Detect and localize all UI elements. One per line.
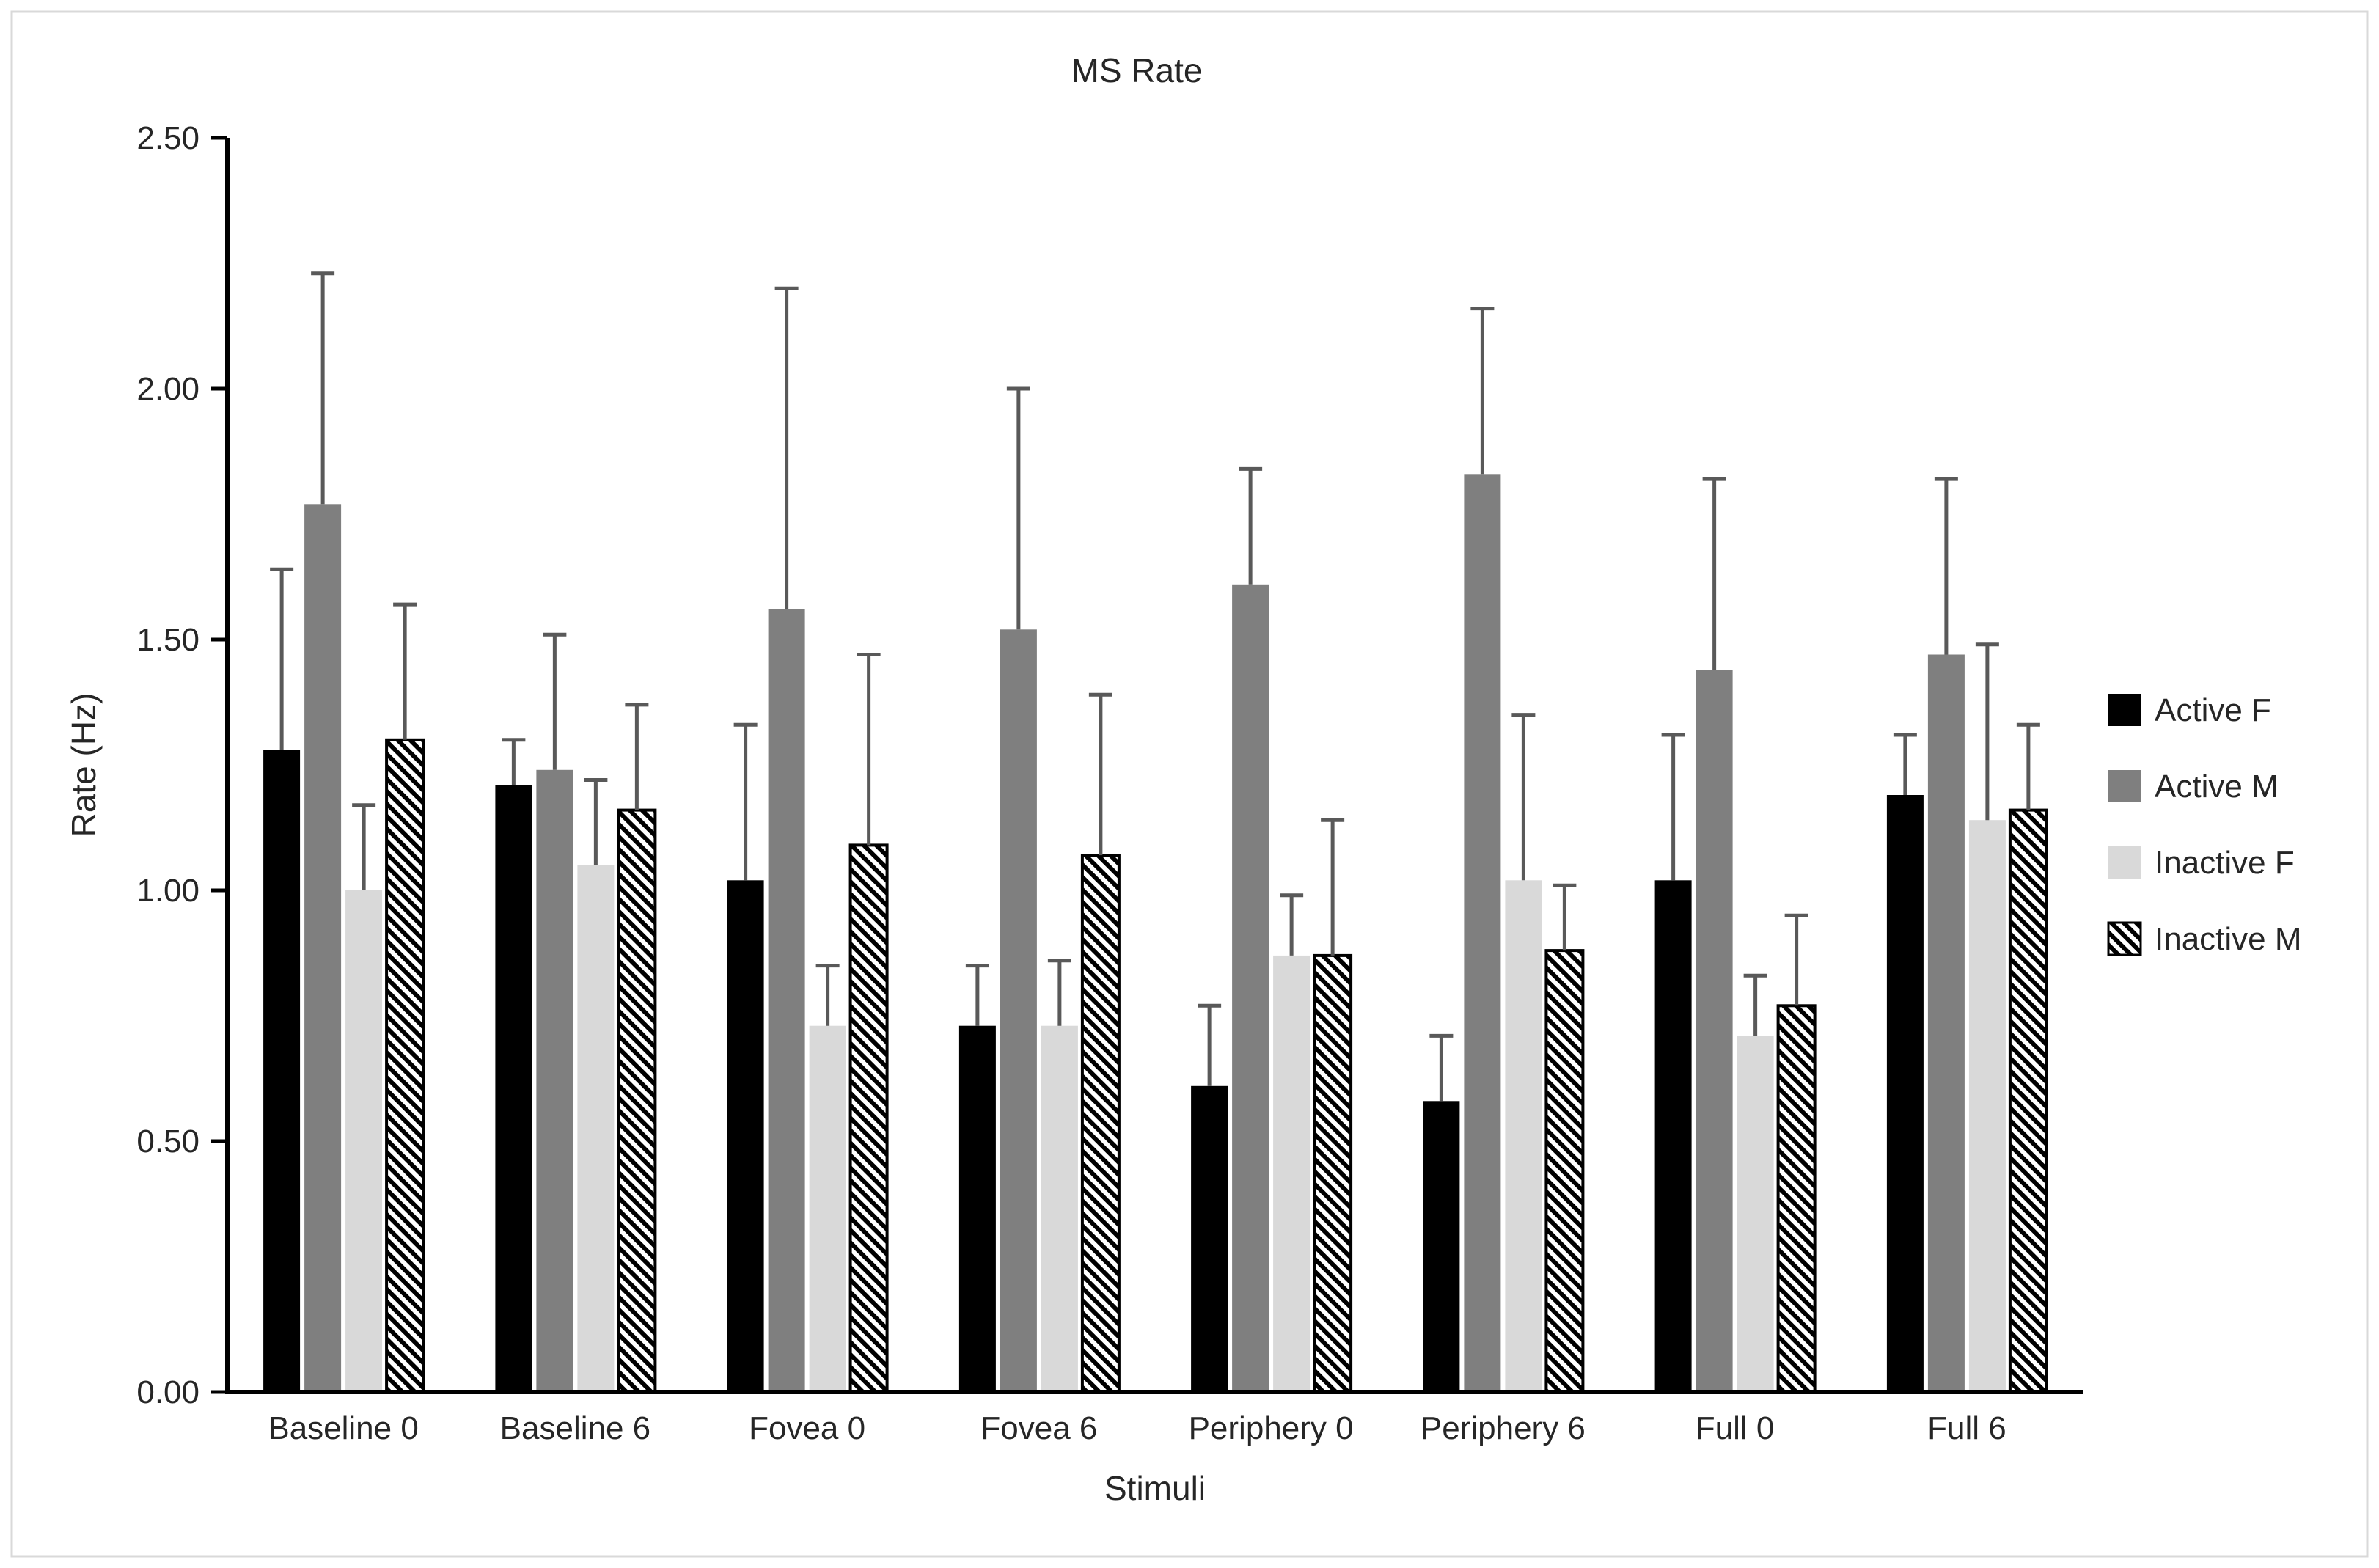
y-tick-label-2.50: 2.50 — [136, 120, 199, 156]
bar-inactive-m-periphery-0 — [1313, 953, 1353, 1393]
bar-active-f-fovea-0 — [727, 880, 764, 1392]
x-category-label-fovea-0: Fovea 0 — [749, 1410, 865, 1446]
bar-active-f-full-6 — [1886, 795, 1924, 1392]
bar-active-m-periphery-6 — [1464, 474, 1501, 1392]
y-tick-label-1.00: 1.00 — [136, 873, 199, 909]
legend-label-active-m: Active M — [2155, 769, 2279, 805]
bar-inactive-f-fovea-6 — [1041, 1025, 1078, 1392]
bar-active-m-periphery-0 — [1232, 584, 1269, 1392]
bar-active-m-baseline-0 — [304, 504, 342, 1392]
legend-swatch-inactive-f — [2108, 846, 2141, 879]
plot-area — [263, 271, 2048, 1394]
x-category-label-full-0: Full 0 — [1696, 1410, 1775, 1446]
x-category-label-baseline-6: Baseline 6 — [500, 1410, 650, 1446]
x-category-label-periphery-6: Periphery 6 — [1421, 1410, 1586, 1446]
bar-inactive-f-baseline-6 — [577, 865, 615, 1392]
x-category-label-baseline-0: Baseline 0 — [268, 1410, 418, 1446]
y-axis-title: Rate (Hz) — [65, 693, 103, 838]
legend-swatch-active-f — [2108, 694, 2141, 726]
legend-swatch-active-m — [2108, 770, 2141, 802]
bar-active-f-periphery-0 — [1191, 1085, 1228, 1392]
bar-active-f-full-0 — [1654, 880, 1692, 1392]
bar-active-m-full-0 — [1696, 670, 1733, 1392]
bar-inactive-f-periphery-0 — [1273, 955, 1311, 1392]
legend-swatch-inactive-m — [2107, 921, 2142, 956]
bar-inactive-m-periphery-6 — [1544, 949, 1585, 1393]
legend-item-inactive-f: Inactive F — [2108, 845, 2295, 881]
bar-active-m-fovea-6 — [1000, 629, 1037, 1392]
x-axis-title: Stimuli — [1104, 1469, 1206, 1507]
bar-active-f-baseline-0 — [263, 750, 301, 1392]
axes: Baseline 0 Baseline 6 Fovea 0 Fovea 6 Periph… — [136, 120, 2083, 1446]
legend-item-inactive-m: Inactive M — [2107, 921, 2302, 957]
bar-inactive-m-full-0 — [1776, 1004, 1817, 1394]
legend-label-inactive-m: Inactive M — [2155, 921, 2302, 957]
x-category-label-periphery-0: Periphery 0 — [1189, 1410, 1354, 1446]
bar-inactive-m-fovea-6 — [1080, 854, 1121, 1393]
bar-active-m-full-6 — [1927, 654, 1965, 1392]
x-category-label-full-6: Full 6 — [1927, 1410, 2006, 1446]
legend-label-inactive-f: Inactive F — [2155, 845, 2295, 881]
chart-frame-border — [10, 10, 2369, 1558]
bar-inactive-f-full-0 — [1737, 1036, 1774, 1392]
x-category-label-fovea-6: Fovea 6 — [980, 1410, 1097, 1446]
bar-active-m-fovea-0 — [768, 609, 805, 1392]
bar-inactive-m-baseline-0 — [385, 738, 425, 1393]
bar-active-f-baseline-6 — [495, 785, 532, 1392]
bar-inactive-f-periphery-6 — [1505, 880, 1542, 1392]
bar-inactive-m-fovea-0 — [848, 843, 889, 1393]
bar-active-f-fovea-6 — [958, 1025, 996, 1392]
legend: Active F Active M Inactive F Inactive M — [2107, 692, 2302, 957]
bar-inactive-m-full-6 — [2008, 808, 2048, 1393]
y-tick-label-1.50: 1.50 — [136, 622, 199, 658]
bar-inactive-f-fovea-0 — [809, 1025, 846, 1392]
legend-item-active-f: Active F — [2108, 692, 2271, 728]
bar-active-m-baseline-6 — [536, 769, 573, 1392]
bar-active-f-periphery-6 — [1423, 1101, 1460, 1392]
y-tick-label-0.50: 0.50 — [136, 1124, 199, 1159]
bar-inactive-f-full-6 — [1968, 820, 2006, 1392]
chart-title: MS Rate — [1071, 51, 1203, 89]
y-tick-label-2.00: 2.00 — [136, 371, 199, 407]
legend-item-active-m: Active M — [2108, 769, 2279, 805]
bar-inactive-f-baseline-0 — [345, 890, 383, 1392]
bar-inactive-m-baseline-6 — [617, 808, 657, 1393]
y-tick-label-0.00: 0.00 — [136, 1374, 199, 1410]
legend-label-active-f: Active F — [2155, 692, 2271, 728]
